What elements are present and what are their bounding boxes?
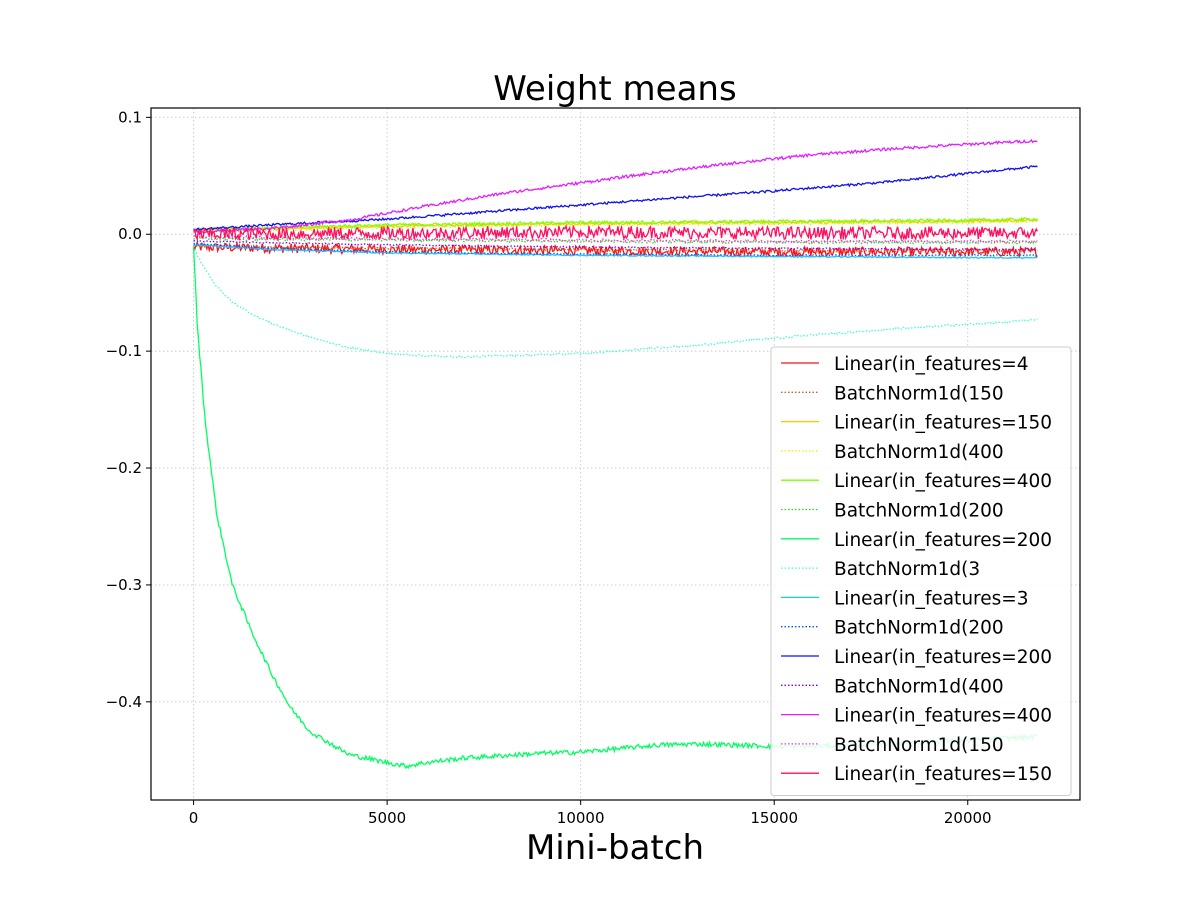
legend-label: BatchNorm1d(3 xyxy=(834,559,980,580)
y-tick-label: −0.2 xyxy=(106,459,142,477)
legend-box xyxy=(770,346,1072,796)
series-line xyxy=(193,138,1038,234)
x-tick-label: 20000 xyxy=(944,809,992,827)
series-line xyxy=(193,216,1038,232)
y-tick-label: −0.4 xyxy=(106,693,142,711)
legend-label: Linear(in_features=400 xyxy=(834,471,1052,492)
legend: Linear(in_features=4 BatchNorm1d(150 Linea… xyxy=(770,346,1072,796)
legend-label: BatchNorm1d(200 xyxy=(834,618,1004,639)
y-tick-label: −0.1 xyxy=(106,342,142,360)
axis-ticks: 0 5000 10000 15000 20000 0.1 0.0 −0.1 −0.2 −0.3 −0… xyxy=(106,108,992,827)
legend-label: Linear(in_features=4 xyxy=(834,354,1029,375)
x-tick-label: 15000 xyxy=(750,809,798,827)
series-line xyxy=(193,243,1038,259)
series-line xyxy=(193,242,1038,257)
series-line xyxy=(193,234,1038,244)
legend-label: Linear(in_features=150 xyxy=(834,413,1052,434)
legend-label: BatchNorm1d(150 xyxy=(834,735,1004,756)
legend-label: Linear(in_features=400 xyxy=(834,706,1052,727)
x-tick-label: 5000 xyxy=(368,809,406,827)
legend-label: Linear(in_features=200 xyxy=(834,647,1052,668)
legend-label: BatchNorm1d(200 xyxy=(834,501,1004,522)
legend-label: BatchNorm1d(400 xyxy=(834,442,1004,463)
series-line xyxy=(192,240,1038,259)
y-tick-label: −0.3 xyxy=(106,576,142,594)
legend-label: Linear(in_features=200 xyxy=(834,530,1052,551)
legend-label: Linear(in_features=150 xyxy=(834,764,1052,785)
plot-frame xyxy=(150,107,1081,801)
y-tick-label: 0.1 xyxy=(118,108,142,126)
x-axis-label: Mini-batch xyxy=(526,828,704,868)
legend-label: Linear(in_features=3 xyxy=(834,588,1029,609)
series-line xyxy=(193,240,1038,251)
series-line xyxy=(193,244,1038,253)
x-tick-label: 0 xyxy=(189,809,199,827)
legend-label: BatchNorm1d(400 xyxy=(834,676,1004,697)
series-line xyxy=(193,223,1039,243)
x-tick-label: 10000 xyxy=(557,809,605,827)
chart-title: Weight means xyxy=(493,69,736,109)
legend-label: BatchNorm1d(150 xyxy=(834,383,1004,404)
y-tick-label: 0.0 xyxy=(118,225,142,243)
